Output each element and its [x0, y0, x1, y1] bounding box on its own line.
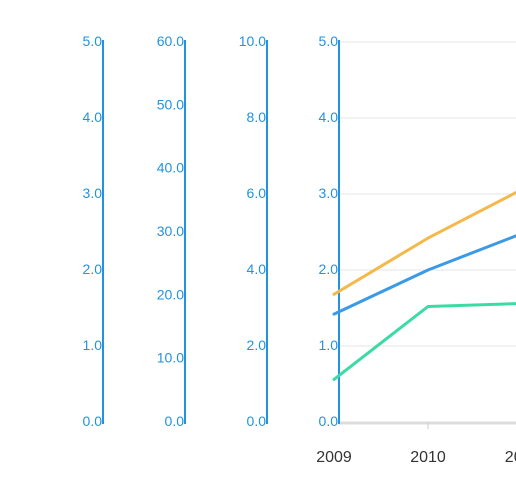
y-tick-label-axis3-0: 0.0	[319, 413, 339, 429]
y-tick-label-axis0-4: 4.0	[83, 109, 103, 125]
y-tick-label-axis1-0: 0.0	[165, 413, 185, 429]
y-tick-label-axis2-2: 4.0	[247, 261, 267, 277]
y-tick-label-axis2-4: 8.0	[247, 109, 267, 125]
y-tick-label-axis3-4: 4.0	[319, 109, 339, 125]
y-tick-label-axis2-1: 2.0	[247, 337, 267, 353]
y-tick-label-axis1-2: 20.0	[157, 286, 184, 302]
y-tick-label-axis3-1: 1.0	[319, 337, 339, 353]
y-tick-label-axis1-4: 40.0	[157, 160, 184, 176]
y-tick-label-axis0-5: 5.0	[83, 33, 103, 49]
x-tick-label-2: 2011	[505, 449, 516, 466]
y-tick-label-axis0-1: 1.0	[83, 337, 103, 353]
series-line-1	[332, 234, 516, 316]
y-tick-label-axis1-3: 30.0	[157, 223, 184, 239]
y-tick-label-axis2-3: 6.0	[247, 185, 267, 201]
y-tick-label-axis1-5: 50.0	[157, 96, 184, 112]
y-tick-label-axis0-2: 2.0	[83, 261, 103, 277]
y-tick-label-axis1-6: 60.0	[157, 33, 184, 49]
y-tick-label-axis0-0: 0.0	[83, 413, 103, 429]
y-tick-label-axis2-0: 0.0	[247, 413, 267, 429]
x-tick-label-0: 2009	[316, 449, 352, 466]
y-tick-label-axis3-3: 3.0	[319, 185, 339, 201]
y-tick-label-axis1-1: 10.0	[157, 350, 184, 366]
x-tick-label-1: 2010	[410, 449, 446, 466]
series-line-0	[332, 190, 516, 296]
y-tick-label-axis3-2: 2.0	[319, 261, 339, 277]
y-tick-label-axis0-3: 3.0	[83, 185, 103, 201]
series-line-2	[332, 302, 516, 381]
y-tick-label-axis3-5: 5.0	[319, 33, 339, 49]
y-tick-label-axis2-5: 10.0	[239, 33, 266, 49]
